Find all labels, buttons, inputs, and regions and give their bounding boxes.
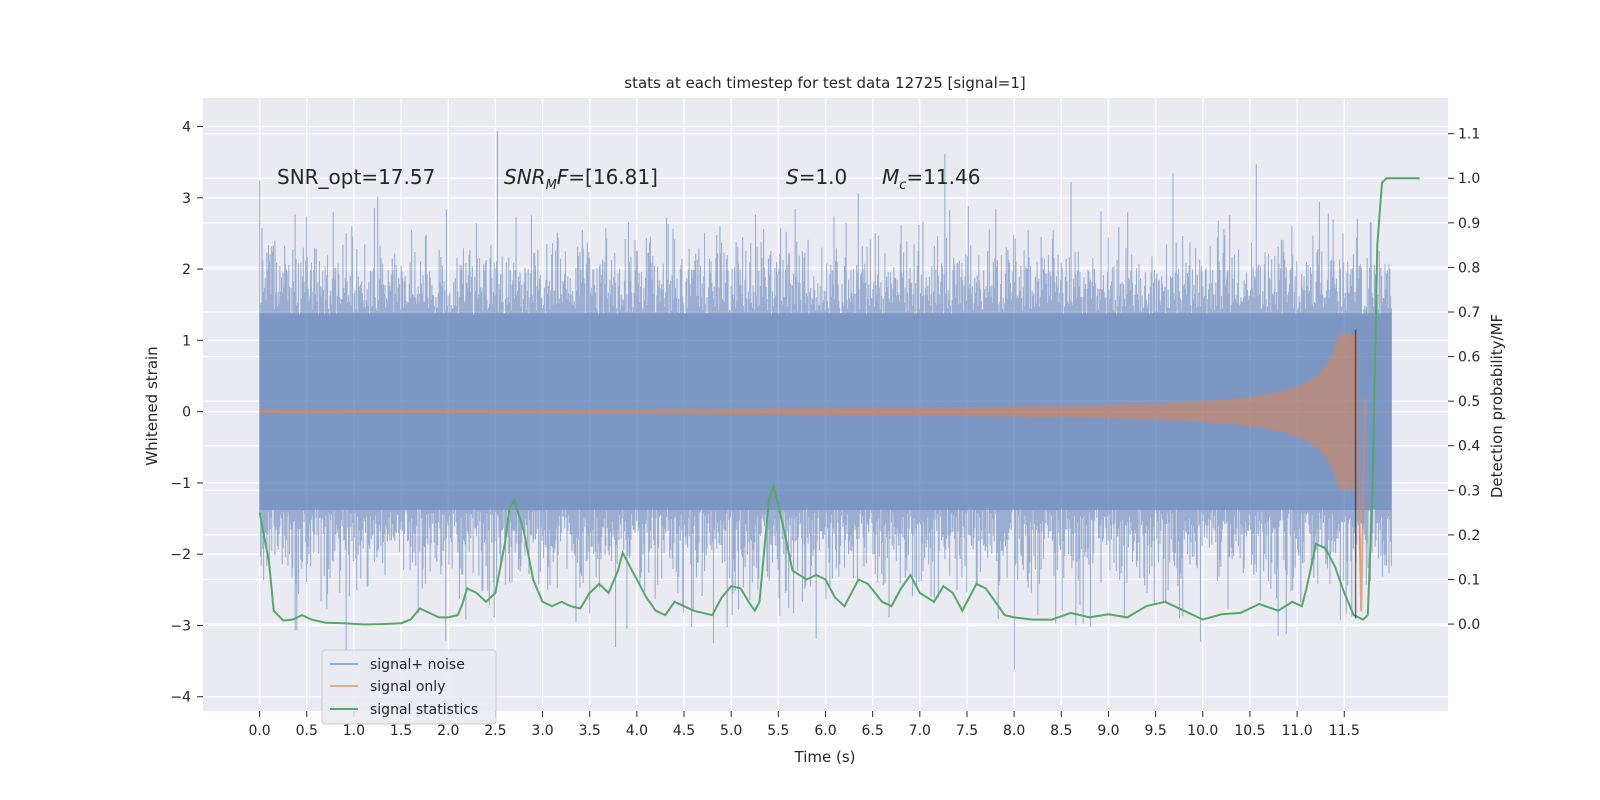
y-right-tick-label: 0.9 bbox=[1458, 216, 1480, 232]
y-right-tick-label: 0.1 bbox=[1458, 572, 1480, 588]
legend-label-signal: signal only bbox=[370, 679, 445, 695]
y-axis-left-ticks: −4 −3 −2 −1 0 1 2 3 4 bbox=[170, 120, 203, 706]
y-left-tick-label: −3 bbox=[170, 618, 191, 634]
x-tick-label: 2.0 bbox=[437, 723, 459, 739]
annotations: SNR_opt=17.57 SNRMF=[16.81] S=1.0 Mc=11.… bbox=[277, 165, 980, 193]
x-tick-label: 11.0 bbox=[1282, 723, 1313, 739]
annotation-mc: Mc=11.46 bbox=[882, 165, 980, 193]
y-left-tick-label: 0 bbox=[182, 405, 191, 421]
y-right-tick-label: 1.1 bbox=[1458, 127, 1480, 143]
x-tick-label: 8.0 bbox=[1003, 723, 1025, 739]
chart-title: stats at each timestep for test data 127… bbox=[624, 74, 1025, 92]
annotation-snr-mf-f: F bbox=[557, 165, 569, 189]
y-right-tick-label: 0.0 bbox=[1458, 617, 1480, 633]
x-tick-label: 4.0 bbox=[626, 723, 648, 739]
series-signal-statistics bbox=[258, 177, 1420, 626]
annotation-mc-sub: c bbox=[899, 178, 906, 193]
x-tick-label: 1.0 bbox=[343, 723, 365, 739]
x-axis-label: Time (s) bbox=[794, 748, 856, 766]
y-left-tick-label: −4 bbox=[170, 690, 191, 706]
x-tick-label: 7.0 bbox=[909, 723, 931, 739]
x-tick-label: 0.0 bbox=[248, 723, 270, 739]
y-axis-right-label: Detection probability/MF bbox=[1488, 314, 1506, 498]
x-tick-label: 1.5 bbox=[390, 723, 412, 739]
y-right-tick-label: 1.0 bbox=[1458, 171, 1480, 187]
annotation-s-label: S bbox=[786, 165, 799, 189]
annotation-snr-mf-value: =[16.81] bbox=[568, 165, 658, 189]
y-left-tick-label: 3 bbox=[182, 191, 191, 207]
y-left-tick-label: −1 bbox=[170, 476, 191, 492]
x-tick-label: 9.0 bbox=[1097, 723, 1119, 739]
y-right-tick-label: 0.8 bbox=[1458, 260, 1480, 276]
noise-trace bbox=[259, 131, 1392, 670]
annotation-mc-value: =11.46 bbox=[906, 165, 980, 189]
x-tick-label: 6.5 bbox=[862, 723, 884, 739]
legend: signal+ noise signal only signal statist… bbox=[321, 649, 497, 725]
y-right-tick-label: 0.5 bbox=[1458, 394, 1480, 410]
y-left-tick-label: 2 bbox=[182, 262, 191, 278]
x-tick-label: 0.5 bbox=[296, 723, 318, 739]
x-tick-label: 10.5 bbox=[1234, 723, 1265, 739]
x-tick-label: 6.0 bbox=[814, 723, 836, 739]
x-tick-label: 3.5 bbox=[579, 723, 601, 739]
legend-label-noise: signal+ noise bbox=[370, 657, 465, 673]
annotation-snr-mf: SNRMF=[16.81] bbox=[504, 165, 658, 193]
x-tick-label: 5.0 bbox=[720, 723, 742, 739]
y-right-tick-label: 0.7 bbox=[1458, 305, 1480, 321]
x-tick-label: 3.0 bbox=[531, 723, 553, 739]
x-tick-label: 8.5 bbox=[1050, 723, 1072, 739]
stats-line bbox=[258, 177, 1420, 626]
y-right-tick-label: 0.2 bbox=[1458, 528, 1480, 544]
x-tick-label: 7.5 bbox=[956, 723, 978, 739]
y-right-tick-label: 0.4 bbox=[1458, 439, 1480, 455]
annotation-s: S=1.0 bbox=[786, 165, 847, 189]
y-right-tick-label: 0.6 bbox=[1458, 350, 1480, 366]
legend-label-stats: signal statistics bbox=[370, 702, 478, 718]
x-tick-label: 11.5 bbox=[1329, 723, 1360, 739]
x-tick-label: 5.5 bbox=[767, 723, 789, 739]
annotation-snr-opt: SNR_opt=17.57 bbox=[277, 165, 435, 189]
x-tick-label: 10.0 bbox=[1187, 723, 1218, 739]
annotation-mc-label: M bbox=[882, 165, 899, 189]
x-tick-label: 9.5 bbox=[1144, 723, 1166, 739]
signal-ringdown bbox=[1354, 333, 1366, 612]
y-left-tick-label: −2 bbox=[170, 547, 191, 563]
y-axis-left-label-text: Whitened strain bbox=[143, 346, 161, 465]
y-right-tick-label: 0.3 bbox=[1458, 483, 1480, 499]
y-axis-right-ticks: 0.0 0.1 0.2 0.3 0.4 0.5 0.6 0.7 0.8 0.9 1.0 1.1 bbox=[1448, 127, 1480, 633]
y-left-tick-label: 1 bbox=[182, 333, 191, 349]
x-axis-ticks: 0.0 0.5 1.0 1.5 2.0 2.5 3.0 3.5 4.0 4.5 5.0 5.5 6.0 6… bbox=[248, 711, 1360, 739]
legend-box bbox=[321, 649, 497, 725]
annotation-snr-mf-sub: M bbox=[546, 178, 557, 193]
annotation-snr-mf-label: SNR bbox=[504, 165, 546, 189]
x-tick-label: 4.5 bbox=[673, 723, 695, 739]
x-tick-label: 2.5 bbox=[484, 723, 506, 739]
y-left-tick-label: 4 bbox=[182, 120, 191, 136]
annotation-s-value: =1.0 bbox=[799, 165, 848, 189]
